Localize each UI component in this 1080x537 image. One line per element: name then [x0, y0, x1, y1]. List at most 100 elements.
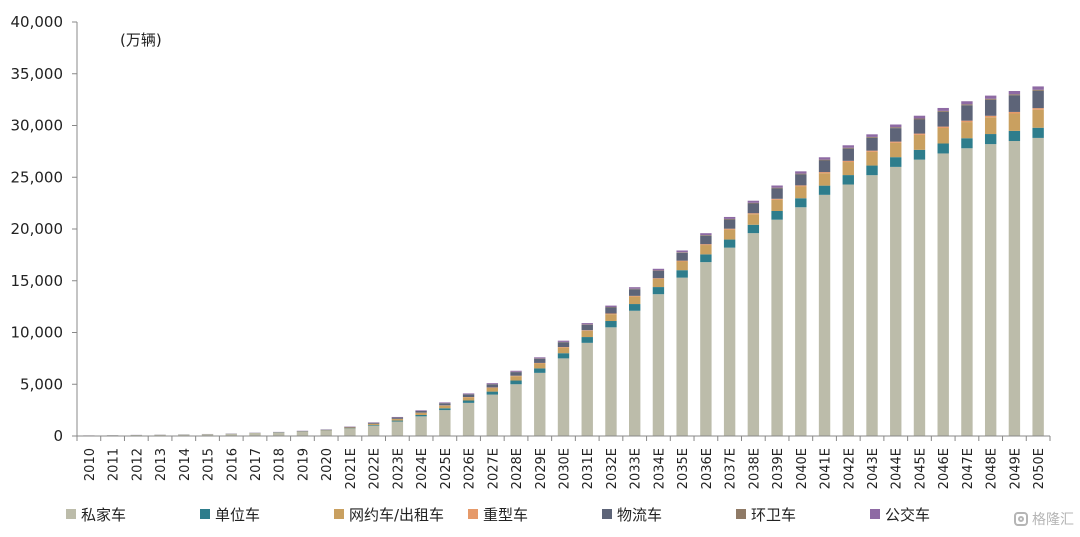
bar-segment-series-1-2022E [367, 425, 380, 426]
bar-segment-series-4-2032E [605, 307, 617, 314]
watermark: 格隆汇 [1014, 509, 1074, 529]
bar-segment-series-2-2048E [984, 117, 997, 135]
bar-segment-series-0-2027E [486, 394, 498, 436]
bar-segment-series-3-2030E [557, 347, 570, 348]
x-tick-label: 2049E [1008, 448, 1023, 489]
bar-segment-series-3-2039E [771, 198, 783, 200]
bar-segment-series-3-2045E [913, 133, 926, 135]
bar-segment-series-1-2035E [676, 270, 688, 278]
bar-segment-series-1-2038E [747, 224, 760, 234]
bar-segment-series-3-2049E [1008, 111, 1021, 114]
bar-segment-series-2-2050E [1032, 109, 1044, 128]
x-tick-label: 2038E [747, 448, 762, 489]
bar-segment-series-4-2030E [557, 342, 570, 348]
x-tick-label: 2021E [344, 448, 359, 489]
bar-segment-series-5-2050E [1032, 89, 1044, 91]
bar-segment-series-6-2047E [961, 101, 973, 105]
bar-segment-series-3-2042E [842, 160, 854, 163]
bar-segment-series-1-2041E [818, 185, 831, 195]
legend-item: 公交车 [870, 500, 930, 528]
bar-segment-series-1-2032E [605, 321, 617, 328]
legend-item: 单位车 [200, 500, 260, 528]
x-tick-label: 2044E [890, 448, 905, 489]
bar-segment-series-6-2043E [866, 134, 878, 137]
bar-segment-series-5-2042E [842, 147, 854, 149]
bar-segment-series-6-2023E [391, 416, 404, 418]
bar-segment-series-6-2049E [1008, 91, 1021, 95]
bar-segment-series-2-2030E [557, 347, 570, 354]
bar-segment-series-5-2044E [890, 127, 902, 129]
legend-swatch [602, 509, 612, 519]
legend-label: 私家车 [81, 505, 127, 524]
bar-segment-series-4-2044E [890, 128, 902, 142]
bar-segment-series-1-2028E [510, 380, 522, 385]
bar-segment-series-4-2027E [486, 384, 498, 388]
y-tick-label: 0 [53, 427, 63, 445]
bar-segment-series-4-2023E [391, 417, 404, 419]
legend-label: 公交车 [885, 505, 931, 524]
bar-segment-series-6-2025E [439, 402, 451, 404]
legend-label: 环卫车 [751, 505, 797, 524]
bar-segment-series-0-2032E [605, 327, 617, 436]
bar-segment-series-4-2033E [629, 289, 641, 296]
bar-segment-series-2-2041E [818, 173, 831, 186]
x-tick-label: 2042E [842, 448, 857, 489]
bar-segment-series-0-2013 [154, 434, 166, 436]
bar-segment-series-0-2029E [534, 372, 546, 436]
x-tick-label: 2032E [605, 448, 620, 489]
bar-segment-series-0-2047E [961, 148, 973, 436]
legend-swatch [334, 509, 344, 519]
bar-segment-series-5-2033E [629, 288, 641, 290]
bar-segment-series-1-2033E [629, 304, 641, 311]
bar-segment-series-1-2023E [391, 420, 404, 422]
bar-segment-series-4-2043E [866, 137, 878, 151]
watermark-logo-icon [1014, 512, 1028, 526]
bar-segment-series-0-2038E [747, 233, 760, 436]
bar-segment-series-3-2037E [723, 228, 736, 230]
x-tick-label: 2031E [581, 448, 596, 489]
x-tick-label: 2022E [368, 448, 383, 489]
bar-segment-series-0-2014 [178, 434, 190, 436]
bar-segment-series-4-2041E [818, 160, 831, 173]
legend: 私家车 单位车 网约车/出租车 重型车 物流车 环卫车 公交车 [66, 500, 1066, 528]
bar-segment-series-4-2038E [747, 203, 760, 214]
bar-segment-series-2-2040E [795, 186, 807, 199]
bar-segment-series-3-2029E [534, 362, 546, 364]
bar-segment-series-0-2017 [249, 433, 261, 436]
bar-segment-series-2-2021E [344, 427, 356, 429]
bar-segment-series-4-2045E [913, 119, 926, 134]
bar-segment-series-0-2050E [1032, 137, 1044, 437]
bar-segment-series-2-2043E [866, 151, 878, 166]
x-tick-label: 2041E [819, 448, 834, 489]
bar-segment-series-0-2043E [866, 175, 878, 436]
bar-segment-series-5-2046E [937, 110, 949, 112]
bar-segment-series-1-2050E [1032, 127, 1044, 138]
bar-segment-series-0-2016 [225, 433, 237, 436]
bar-segment-series-0-2015 [201, 434, 214, 436]
y-tick-label: 15,000 [11, 272, 64, 290]
x-tick-label: 2024E [415, 448, 430, 489]
bar-segment-series-6-2035E [676, 250, 688, 253]
bar-segment-series-0-2033E [629, 310, 641, 436]
bar-segment-series-6-2029E [534, 357, 546, 359]
y-tick-label: 10,000 [11, 324, 64, 342]
bar-segment-series-2-2031E [581, 330, 593, 338]
legend-swatch [736, 509, 746, 519]
bar-segment-series-2-2033E [629, 296, 641, 305]
bar-segment-series-0-2023E [391, 421, 404, 436]
bar-segment-series-1-2025E [439, 408, 451, 411]
bar-segment-series-2-2036E [700, 245, 712, 255]
x-tick-label: 2026E [463, 448, 478, 489]
bar-segment-series-2-2045E [913, 134, 926, 150]
bar-segment-series-4-2028E [510, 372, 522, 376]
bar-segment-series-2-2027E [486, 387, 498, 392]
bar-segment-series-3-2040E [795, 185, 807, 187]
x-tick-label: 2035E [676, 448, 691, 489]
x-axis: 2010 2011 2012 2013 2014 2015 2016 2017 2018 2019… [76, 435, 1051, 489]
x-tick-label: 2025E [439, 448, 454, 489]
bar-segment-series-6-2034E [652, 268, 665, 271]
bar-segment-series-6-2026E [462, 393, 475, 395]
bar-segment-series-1-2031E [581, 337, 593, 343]
legend-swatch [468, 509, 478, 519]
